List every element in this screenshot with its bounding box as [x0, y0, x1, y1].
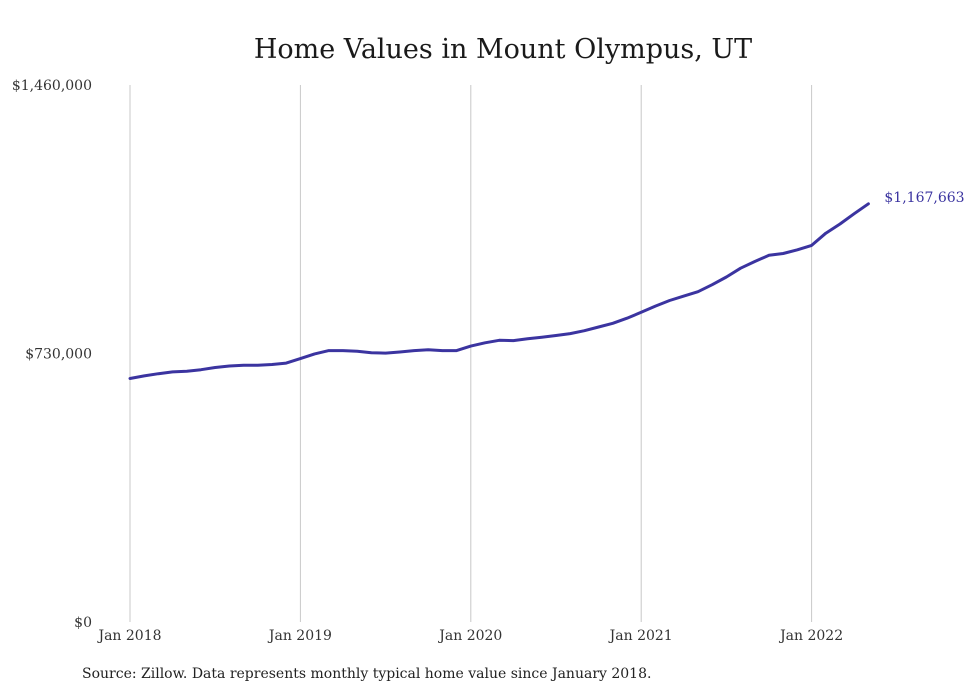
source-note: Source: Zillow. Data represents monthly … — [82, 666, 652, 682]
y-tick-label: $730,000 — [25, 347, 92, 363]
x-tick-label: Jan 2019 — [267, 628, 332, 644]
chart-title: Home Values in Mount Olympus, UT — [254, 34, 752, 65]
y-tick-label: $0 — [74, 615, 92, 631]
end-value-label: $1,167,663 — [884, 190, 964, 206]
series-group — [128, 202, 870, 380]
series-line — [128, 202, 870, 380]
x-tick-label: Jan 2021 — [608, 628, 673, 644]
y-axis: $0 $730,000 $1,460,000 — [12, 78, 92, 631]
x-axis: Jan 2018 Jan 2019 Jan 2020 Jan 2021 Jan 2022 — [96, 628, 843, 644]
x-tick-label: Jan 2018 — [96, 628, 161, 644]
x-tick-label: Jan 2020 — [437, 628, 502, 644]
gridlines — [129, 85, 813, 622]
x-tick-label: Jan 2022 — [778, 628, 843, 644]
y-tick-label: $1,460,000 — [12, 78, 92, 94]
